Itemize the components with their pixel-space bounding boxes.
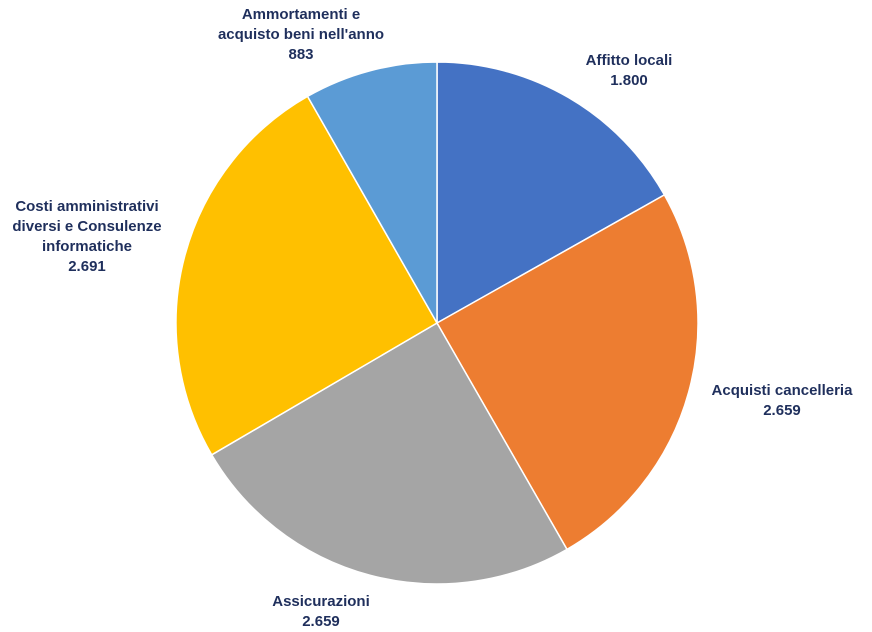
slice-label-name: Acquisti cancelleria [711, 382, 853, 399]
pie-slices [175, 61, 699, 585]
slice-label-value: 1.800 [610, 72, 648, 89]
pie-slice-0 [436, 61, 666, 325]
pie-slice-4 [306, 61, 438, 326]
pie-slice-1 [435, 193, 699, 551]
slice-label-value: 2.659 [302, 613, 340, 630]
slice-label-costi-amministrativi: Costi amministrativi diversi e Consulenz… [0, 197, 174, 277]
slice-label-ammortamenti: Ammortamenti e acquisto beni nell'anno 8… [188, 5, 414, 65]
slice-label-name: Assicurazioni [272, 593, 370, 610]
slice-label-name: Affitto locali [585, 52, 673, 69]
slice-label-name: Ammortamenti e acquisto beni nell'anno [217, 6, 385, 43]
slice-label-value: 883 [288, 46, 314, 63]
slice-label-affitto-locali: Affitto locali 1.800 [560, 51, 698, 91]
slice-label-name: Costi amministrativi diversi e Consulenz… [12, 198, 162, 255]
slice-label-assicurazioni: Assicurazioni 2.659 [256, 592, 386, 632]
pie-slice-2 [210, 321, 568, 585]
slice-label-value: 2.691 [68, 258, 106, 275]
slice-label-value: 2.659 [763, 402, 801, 419]
pie-slice-3 [175, 95, 439, 456]
slice-label-acquisti-cancelleria: Acquisti cancelleria 2.659 [702, 381, 862, 421]
